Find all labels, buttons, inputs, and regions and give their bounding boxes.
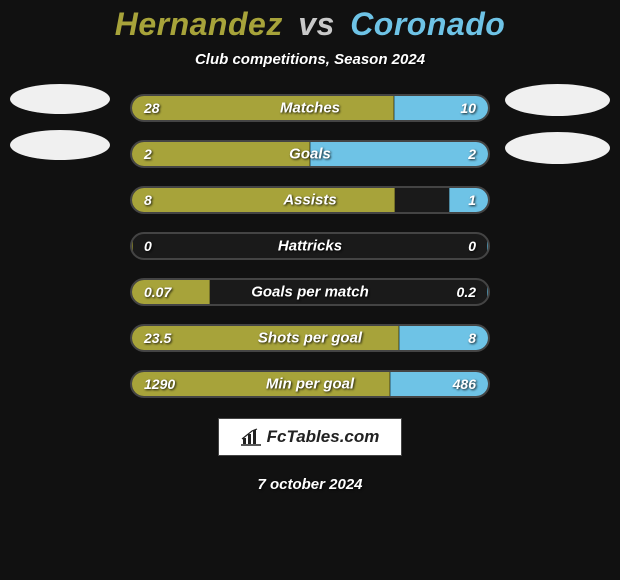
- stat-row: 2810Matches: [130, 94, 490, 122]
- vs-text: vs: [298, 6, 335, 42]
- stat-label: Matches: [132, 100, 488, 117]
- stat-row: 00Hattricks: [130, 232, 490, 260]
- player2-name: Coronado: [350, 6, 505, 42]
- player1-avatars: [10, 84, 110, 160]
- stat-label: Goals per match: [132, 284, 488, 301]
- stats-section: 2810Matches 22Goals 81Assists 00Hattricks 0.…: [0, 94, 620, 398]
- source-logo: FcTables.com: [218, 418, 403, 456]
- stat-row: 0.070.2Goals per match: [130, 278, 490, 306]
- logo-text: FcTables.com: [267, 427, 380, 447]
- avatar: [10, 130, 110, 160]
- player2-avatars: [505, 84, 610, 164]
- comparison-card: Hernandez vs Coronado Club competitions,…: [0, 0, 620, 580]
- stat-row: 1290486Min per goal: [130, 370, 490, 398]
- subtitle: Club competitions, Season 2024: [195, 51, 425, 68]
- avatar: [10, 84, 110, 114]
- stat-label: Hattricks: [132, 238, 488, 255]
- stat-row: 23.58Shots per goal: [130, 324, 490, 352]
- stat-row: 81Assists: [130, 186, 490, 214]
- chart-icon: [241, 428, 261, 446]
- stat-row: 22Goals: [130, 140, 490, 168]
- stats-rows: 2810Matches 22Goals 81Assists 00Hattricks 0.…: [130, 94, 490, 398]
- stat-label: Min per goal: [132, 376, 488, 393]
- avatar: [505, 132, 610, 164]
- title: Hernandez vs Coronado: [115, 6, 506, 43]
- stat-label: Shots per goal: [132, 330, 488, 347]
- stat-label: Assists: [132, 192, 488, 209]
- player1-name: Hernandez: [115, 6, 283, 42]
- date: 7 october 2024: [257, 476, 362, 493]
- avatar: [505, 84, 610, 116]
- stat-label: Goals: [132, 146, 488, 163]
